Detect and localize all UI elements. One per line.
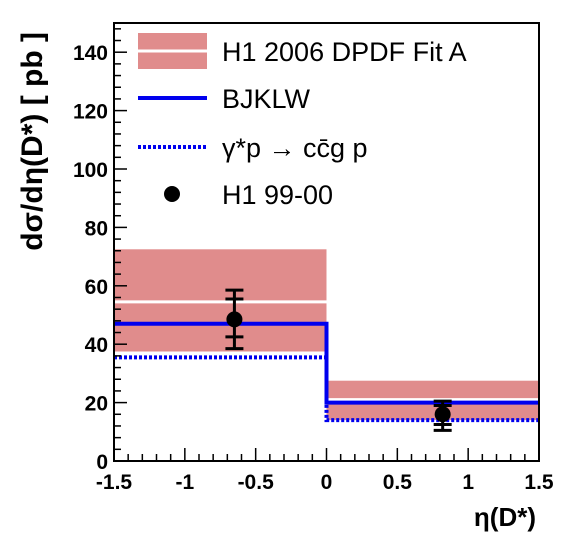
y-axis-title: dσ/dη(D*) [ pb ]	[16, 32, 49, 251]
x-axis-title: η(D*)	[474, 502, 536, 532]
y-tick-labels: 0 20 40 60 80 100 120 140	[73, 42, 108, 474]
legend-swatch-h1	[164, 186, 180, 202]
prediction-line-layer	[114, 321, 539, 423]
y-tick-label: 140	[73, 42, 108, 65]
x-tick-label: -1	[175, 471, 194, 494]
x-tick-labels: -1.5 -1 -0.5 0 0.5 1 1.5	[96, 471, 554, 494]
x-tick-label: 0	[321, 471, 333, 494]
bjklw-line	[114, 321, 539, 405]
x-tick-label: 1.5	[524, 471, 554, 494]
legend-label-bjklw: BJKLW	[222, 84, 311, 114]
y-tick-label: 80	[85, 217, 108, 240]
legend-entry-h1: H1 99-00	[164, 180, 333, 210]
legend-label-gammap: γ*p → cc̄g p	[222, 133, 368, 163]
legend-entry-dpdf: H1 2006 DPDF Fit A	[138, 33, 467, 69]
y-tick-label: 100	[73, 159, 108, 182]
x-tick-label: -1.5	[96, 471, 133, 494]
axis-ticks	[113, 28, 540, 462]
h1-point-1	[434, 406, 451, 423]
y-tick-label: 0	[96, 451, 108, 474]
y-tick-label: 60	[85, 276, 108, 299]
y-tick-label: 20	[85, 393, 108, 416]
x-tick-label: 0.5	[383, 471, 413, 494]
y-tick-label: 120	[73, 101, 108, 124]
legend-entry-gammap: γ*p → cc̄g p	[138, 133, 368, 163]
legend-entry-bjklw: BJKLW	[138, 84, 311, 114]
y-tick-label: 40	[85, 334, 108, 357]
legend-label-h1: H1 99-00	[222, 180, 333, 210]
gammap-line	[114, 355, 539, 423]
dpdf-band-layer	[114, 249, 539, 421]
x-tick-label: -0.5	[238, 471, 275, 494]
legend-label-dpdf: H1 2006 DPDF Fit A	[222, 37, 467, 67]
x-tick-label: 1	[462, 471, 474, 494]
data-point-layer	[225, 288, 452, 432]
h1-point-0	[226, 311, 243, 328]
legend: H1 2006 DPDF Fit A BJKLW γ*p → cc̄g p H1…	[138, 33, 467, 210]
